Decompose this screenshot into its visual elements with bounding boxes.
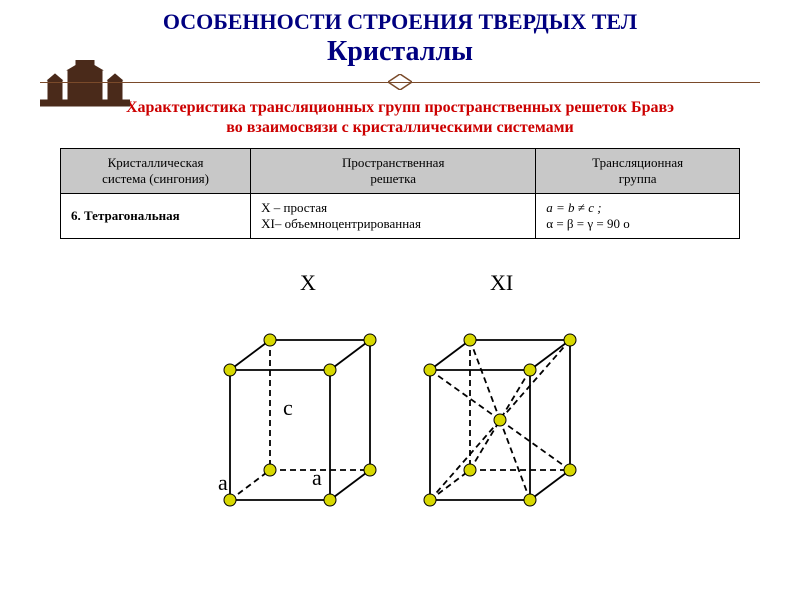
lattice-xi [400, 300, 600, 580]
diagram-zone: X XI [0, 270, 800, 600]
bravais-table-wrap: Кристаллическая система (сингония) Прост… [60, 148, 740, 239]
th-text: Трансляционная [592, 155, 683, 170]
lattice-label-x: X [300, 270, 316, 296]
cell-text: Тетрагональная [84, 208, 180, 223]
td-group: a = b ≠ c ; α = β = γ = 90 о [536, 194, 740, 239]
cell-text: 6. [71, 208, 81, 223]
cell-text: XI– объемноцентрированная [261, 216, 421, 231]
th-system: Кристаллическая система (сингония) [61, 149, 251, 194]
td-system: 6. Тетрагональная [61, 194, 251, 239]
diamond-ornament-icon [388, 74, 412, 90]
caption-line1: Характеристика трансляционных групп прос… [126, 99, 674, 116]
th-lattice: Пространственная решетка [251, 149, 536, 194]
bravais-table: Кристаллическая система (сингония) Прост… [60, 148, 740, 239]
cell-text: α = β = γ = 90 о [546, 216, 629, 231]
th-text: Кристаллическая [108, 155, 204, 170]
main-title: ОСОБЕННОСТИ СТРОЕНИЯ ТВЕРДЫХ ТЕЛ [0, 10, 800, 34]
lattice-x [200, 300, 400, 580]
table-header-row: Кристаллическая система (сингония) Прост… [61, 149, 740, 194]
title-block: ОСОБЕННОСТИ СТРОЕНИЯ ТВЕРДЫХ ТЕЛ Кристал… [0, 0, 800, 68]
td-lattice: X – простая XI– объемноцентрированная [251, 194, 536, 239]
th-text: группа [619, 171, 657, 186]
edge-label-c: c [283, 395, 293, 421]
th-text: Пространственная [342, 155, 445, 170]
th-text: система (сингония) [102, 171, 209, 186]
th-text: решетка [370, 171, 416, 186]
caption-line2: во взаимосвязи с кристаллическими систем… [226, 119, 574, 136]
lattice-label-xi: XI [490, 270, 513, 296]
cell-text: a = b ≠ c ; [546, 200, 601, 215]
edge-label-a2: a [312, 465, 322, 491]
th-group: Трансляционная группа [536, 149, 740, 194]
divider [40, 72, 760, 92]
table-row: 6. Тетрагональная X – простая XI– объемн… [61, 194, 740, 239]
edge-label-a1: a [218, 470, 228, 496]
cell-text: X – простая [261, 200, 327, 215]
